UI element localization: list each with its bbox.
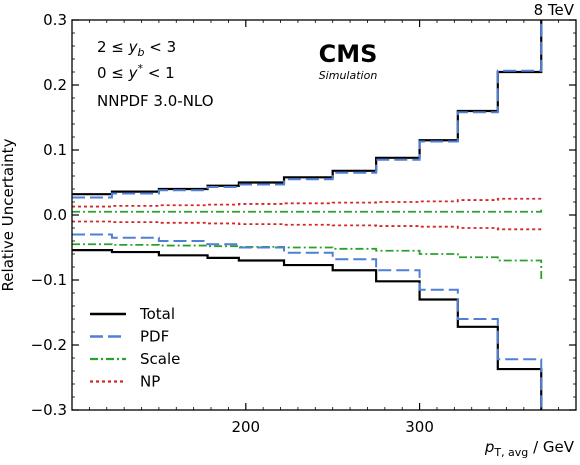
series-np-lower [72,220,543,232]
legend-label-np: NP [140,373,160,391]
series-scale-lower [72,243,543,280]
y-tick-label: −0.1 [31,271,67,289]
cms-logo: CMS [319,40,378,68]
cms-simulation-label: Simulation [319,69,378,82]
x-tick-label: 200 [231,418,260,436]
annotation-pdf-set: NNPDF 3.0-NLO [97,92,214,110]
annotation-yb-range: 2 ≤ yb < 3 [97,38,176,59]
energy-label: 8 TeV [534,1,575,19]
x-axis-label: pT, avg / GeV [484,438,575,459]
series-np-upper [72,196,543,208]
tick-layer: −0.3 −0.2 −0.1 0.0 0.1 0.2 0.3 200 300 [31,11,577,436]
legend-label-total: Total [139,305,175,323]
y-tick-label: −0.3 [31,401,67,419]
y-tick-label: 0.0 [43,206,67,224]
legend-label-pdf: PDF [140,328,169,346]
y-tick-label: −0.2 [31,336,67,354]
legend-label-scale: Scale [140,350,180,368]
series-layer [72,20,543,410]
series-scale-upper [72,209,543,213]
annotation-ystar-range: 0 ≤ y* < 1 [97,62,175,82]
y-axis-label: Relative Uncertainty [0,138,17,291]
x-tick-label: 300 [405,418,434,436]
series-total-lower [72,249,543,410]
series-pdf-upper [72,20,543,199]
y-tick-label: 0.1 [43,141,67,159]
legend: Total PDF Scale NP [90,305,180,391]
series-pdf-lower [72,233,543,410]
y-tick-label: 0.3 [43,11,67,29]
y-tick-label: 0.2 [43,76,67,94]
